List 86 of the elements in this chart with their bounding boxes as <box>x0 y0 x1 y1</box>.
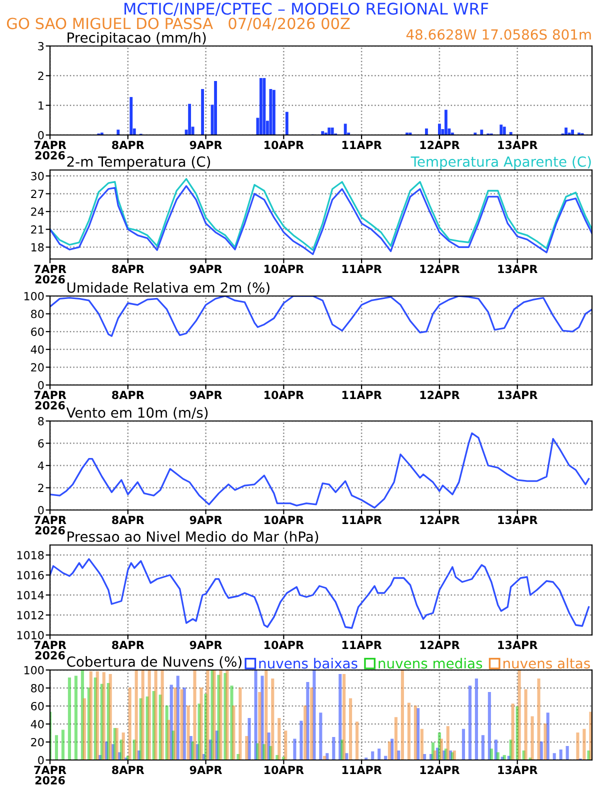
x-tick-label: 11APR <box>342 140 382 149</box>
y-tick-label: 1016 <box>17 570 44 580</box>
y-tick-label: 3 <box>38 42 44 50</box>
y-tick-label: 1010 <box>17 630 44 640</box>
legend-label: nuvens altas <box>503 658 590 669</box>
y-tick-label: 1014 <box>17 590 44 600</box>
x-tick-label: 8APR <box>112 264 144 274</box>
x-tick-label: 7APR 2026 <box>34 640 66 660</box>
x-tick-label: 10APR <box>264 390 304 400</box>
x-tick-label: 10APR <box>264 264 304 274</box>
x-tick-label: 8APR <box>112 140 144 150</box>
y-tick-label: 1 <box>38 101 44 110</box>
y-tick-label: 8 <box>38 416 44 426</box>
y-tick-label: 100 <box>24 666 44 674</box>
y-tick-label: 100 <box>24 292 44 300</box>
y-tick-label: 4 <box>38 462 44 470</box>
x-tick-label: 12APR <box>420 140 460 149</box>
x-tick-label: 13APR <box>498 264 538 274</box>
text: 48.6628W 17.0586S 801m <box>406 29 591 40</box>
chart-title: Cobertura de Nuvens (%) <box>67 656 242 668</box>
x-tick-label: 12APR <box>420 390 460 399</box>
y-tick-label: 24 <box>31 208 44 216</box>
y-tick-label: 60 <box>31 328 44 336</box>
y-tick-label: 40 <box>30 720 44 728</box>
y-tick-label: 0 <box>38 506 44 514</box>
x-tick-label: 10APR <box>264 766 304 774</box>
x-tick-label: 11APR <box>342 390 382 399</box>
x-tick-label: 8APR <box>112 390 144 400</box>
chart-title: Pressao ao Nivel Medio do Mar (hPa) <box>68 531 318 544</box>
x-tick-label: 9APR <box>190 264 222 274</box>
x-tick-label: 9APR <box>190 640 222 650</box>
x-tick-label: 13APR <box>498 516 538 524</box>
legend-label: nuvens medias <box>378 658 482 669</box>
y-tick-label: 20 <box>31 363 44 372</box>
y-tick-label: 80 <box>31 684 44 692</box>
x-tick-label: 9APR <box>190 516 222 524</box>
x-tick-label: 7APR 2026 <box>34 516 66 534</box>
x-tick-label: 8APR <box>112 516 144 524</box>
y-tick-label: 21 <box>31 225 44 234</box>
x-tick-label: 13APR <box>498 766 538 774</box>
y-tick-label: 0 <box>38 380 44 390</box>
x-tick-label: 9APR <box>190 390 222 400</box>
x-tick-label: 7APR 2026 <box>34 766 66 784</box>
chart-title: MCTIC/INPE/CPTEC – MODELO REGIONAL WRF <box>124 2 488 16</box>
legend-label: nuvens baixas <box>259 658 358 669</box>
y-tick-label: 0 <box>38 756 44 764</box>
x-tick-label: 10APR <box>264 140 304 150</box>
series-label: Temperatura Aparente (C) <box>410 156 591 170</box>
x-tick-label: 10APR <box>264 640 304 650</box>
x-tick-label: 7APR 2026 <box>34 390 66 410</box>
x-tick-label: 9APR <box>190 766 222 774</box>
y-tick-label: 1012 <box>17 610 44 620</box>
x-tick-label: 12APR <box>420 264 460 273</box>
x-tick-label: 8APR <box>112 766 144 774</box>
y-tick-label: 1018 <box>17 550 44 560</box>
y-tick-label: 2 <box>38 72 44 80</box>
chart-title: Vento em 10m (m/s) <box>66 407 208 420</box>
text: Precipitacao (mm/h) <box>68 32 206 46</box>
y-tick-label: 0 <box>38 130 44 140</box>
chart-subtitle: GO SAO MIGUEL DO PASSA 07/04/2026 00Z <box>6 18 350 30</box>
x-tick-label: 11APR <box>342 766 382 774</box>
y-tick-label: 27 <box>31 190 44 198</box>
chart-title: 2-m Temperatura (C) <box>67 156 210 170</box>
x-tick-label: 13APR <box>498 140 538 150</box>
x-tick-label: 12APR <box>420 640 460 649</box>
y-tick-label: 18 <box>32 243 44 252</box>
y-tick-label: 6 <box>38 439 44 448</box>
x-tick-label: 7APR 2026 <box>34 264 66 284</box>
x-tick-label: 12APR <box>420 516 460 524</box>
x-tick-label: 9APR <box>190 140 222 150</box>
x-tick-label: 11APR <box>342 264 382 273</box>
x-tick-label: 13APR <box>498 390 538 400</box>
x-tick-label: 8APR <box>112 640 144 650</box>
x-tick-label: 12APR <box>420 766 460 774</box>
chart-title: Umidade Relativa em 2m (%) <box>67 282 270 294</box>
x-tick-label: 11APR <box>342 640 382 649</box>
x-tick-label: 10APR <box>264 516 304 524</box>
y-tick-label: 30 <box>31 172 44 180</box>
y-tick-label: 80 <box>31 310 44 318</box>
x-tick-label: 7APR 2026 <box>34 140 66 160</box>
x-tick-label: 11APR <box>342 516 382 524</box>
y-tick-label: 20 <box>31 738 44 746</box>
x-tick-label: 13APR <box>498 640 538 650</box>
y-tick-label: 2 <box>38 484 44 492</box>
y-tick-label: 60 <box>31 702 44 710</box>
y-tick-label: 40 <box>30 345 44 354</box>
